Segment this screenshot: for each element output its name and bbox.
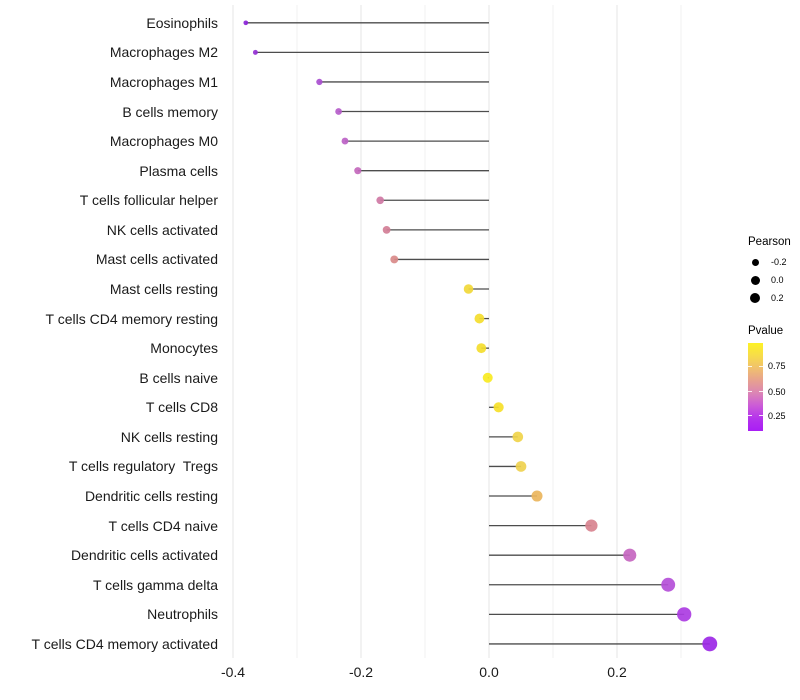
y-axis-label: T cells follicular helper [79,192,218,209]
lollipop-dot [702,636,718,652]
colorbar-label: 0.25 [768,411,786,421]
lollipop-dot [335,108,342,115]
colorbar-tick [748,415,752,417]
colorbar-label: 0.50 [768,387,786,397]
size-legend-label: 0.0 [771,275,784,285]
size-legend-entry: -0.2 [744,253,787,271]
lollipop-dot [252,49,258,55]
y-axis-label: Macrophages M1 [109,73,218,90]
lollipop-dot [515,461,527,472]
lollipop-dot [382,225,391,234]
lollipop-dot [390,255,399,264]
lollipop-dot [493,402,504,413]
lollipop-dot [623,548,637,562]
y-axis-label: T cells CD4 naive [108,517,218,534]
lollipop-dot [476,343,487,354]
y-axis-label: B cells memory [122,103,218,120]
x-axis-tick-label: -0.4 [220,664,246,680]
y-axis-label: B cells naive [139,369,218,386]
y-axis: Eosinophils Macrophages M2 Macrophages M1 B… [0,0,218,660]
lollipop-dot [585,519,598,532]
legend-dot-icon [751,258,759,266]
size-legend: -0.2 0.0 0.2 [744,253,787,307]
size-legend-entry: 0.0 [744,271,787,289]
y-axis-label: Dendritic cells activated [70,547,218,564]
colorbar-tick [748,365,752,367]
y-axis-label: T cells regulatory Tregs [68,458,218,475]
lollipop-dot [316,78,323,86]
size-legend-label: -0.2 [771,257,787,267]
y-axis-label: Eosinophils [146,14,218,31]
colorbar-tick [759,365,763,367]
colorbar-tick [759,415,763,417]
y-axis-label: T cells gamma delta [92,576,218,593]
lollipop-dot [531,490,543,502]
legend-dot-icon [749,292,761,304]
y-axis-label: Dendritic cells resting [84,488,218,505]
color-legend-title: Pvalue [748,325,784,337]
lollipop-dot [243,20,249,26]
y-axis-label: NK cells resting [120,428,218,445]
colorbar-tick [748,391,752,393]
y-axis-label: Mast cells activated [95,251,218,268]
legend: Pearson -0.2 0.0 0.2 Pvalue 0.75 [744,236,800,440]
lollipop-dot [512,431,524,443]
lollipop-dot [474,313,485,324]
x-axis-tick-label: -0.2 [348,664,374,680]
x-axis-tick-label: 0.0 [479,664,499,680]
lollipop-dot [677,607,692,622]
lollipop-dot [661,577,676,592]
lollipop-dot [482,372,493,383]
y-axis-label: T cells CD4 memory resting [45,310,218,327]
x-axis-tick-label: 0.2 [607,664,627,680]
lollipop-dot [463,284,474,294]
y-axis-label: Plasma cells [139,162,218,179]
size-legend-title: Pearson [748,236,791,248]
lollipop-dot [341,137,349,145]
lollipop-dot [354,167,362,175]
colorbar-label: 0.75 [768,361,786,371]
y-axis-label: Neutrophils [147,606,218,623]
y-axis-label: Macrophages M2 [109,44,218,61]
y-axis-label: NK cells activated [106,221,218,238]
colorbar-tick [759,391,763,393]
y-axis-label: Mast cells resting [109,280,218,297]
lollipop-dot [376,196,385,205]
pvalue-colorbar [748,343,763,431]
x-axis: -0.4 -0.2 0.0 0.2 [0,664,800,684]
y-axis-label: Monocytes [150,340,218,357]
y-axis-label: T cells CD8 [145,399,218,416]
y-axis-label: T cells CD4 memory activated [31,635,218,652]
y-axis-label: Macrophages M0 [109,133,218,150]
legend-dot-icon [750,275,760,285]
size-legend-label: 0.2 [771,293,784,303]
size-legend-entry: 0.2 [744,289,787,307]
